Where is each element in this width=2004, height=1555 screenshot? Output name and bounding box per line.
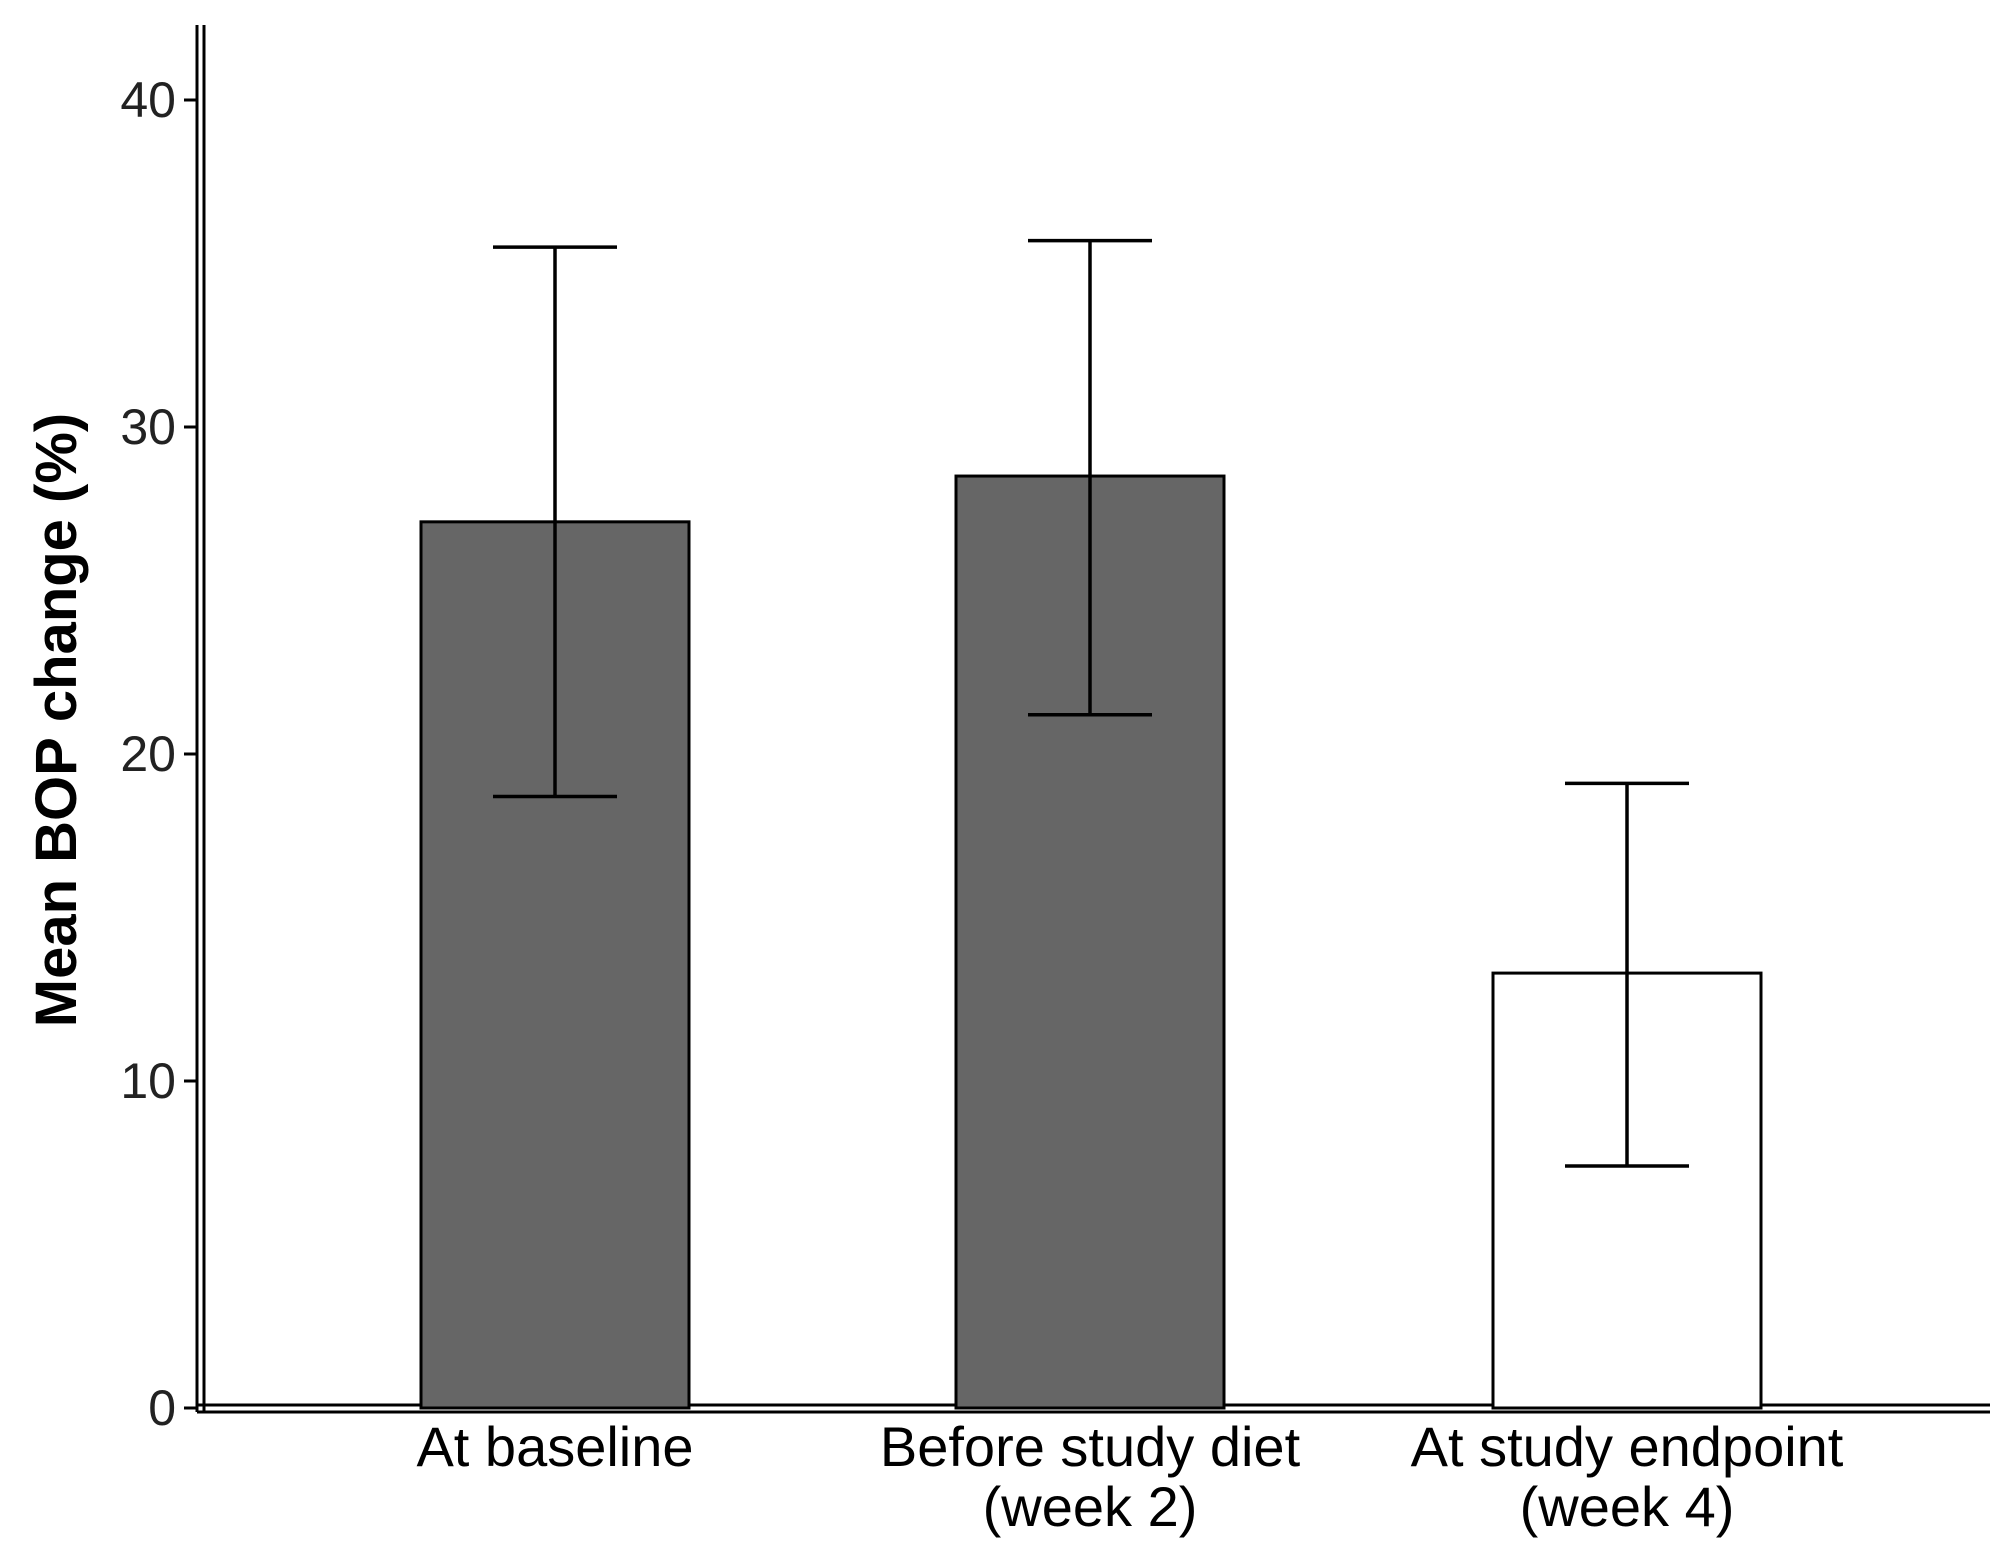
x-category-label: (week 4) (1520, 1475, 1735, 1538)
y-tick-label: 0 (148, 1380, 176, 1436)
error-bars (493, 238, 1689, 1168)
y-tick-label: 20 (120, 726, 176, 782)
x-category-label: Before study diet (880, 1415, 1301, 1478)
x-category-label: At baseline (416, 1415, 693, 1478)
x-category-label: (week 2) (983, 1475, 1198, 1538)
y-tick-label: 40 (120, 72, 176, 128)
y-tick-label: 30 (120, 399, 176, 455)
x-category-label: At study endpoint (1411, 1415, 1844, 1478)
y-tick-label: 10 (120, 1053, 176, 1109)
category-labels: At baseline Before study diet(week 2) At s… (416, 1415, 1843, 1538)
y-axis-title: Mean BOP change (%) (24, 413, 89, 1028)
y-ticks: 0 10 20 30 40 (120, 72, 197, 1436)
